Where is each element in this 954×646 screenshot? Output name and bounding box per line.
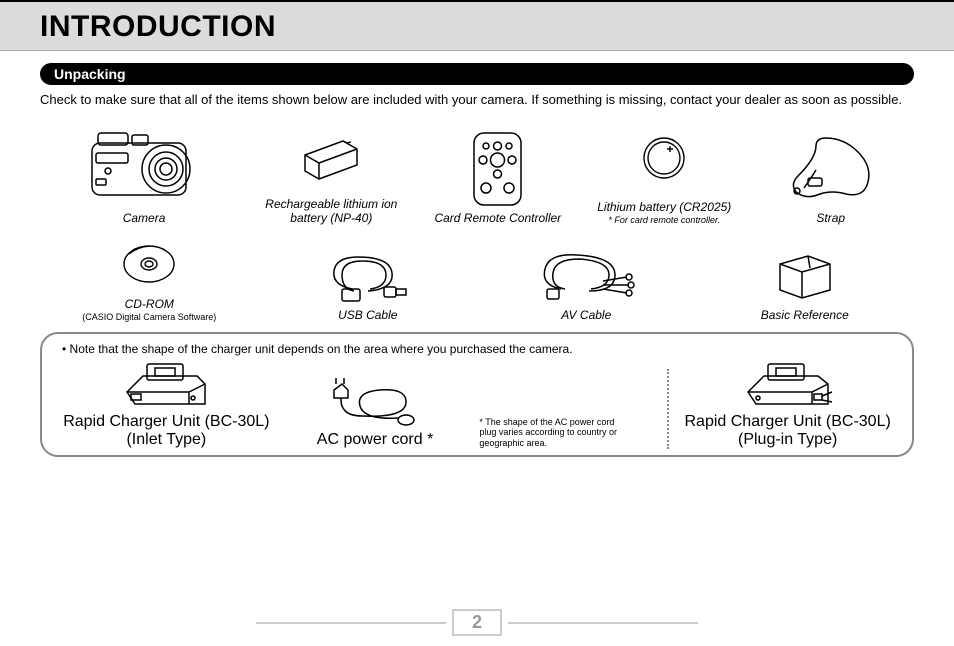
- ac-cord-footnote: * The shape of the AC power cord plug va…: [479, 417, 619, 449]
- usb-label: USB Cable: [338, 308, 397, 322]
- coincell-icon: [639, 118, 689, 198]
- charger-note-text: • Note that the shape of the charger uni…: [62, 342, 892, 356]
- battery-label: Rechargeable lithium ion battery (NP-40): [265, 197, 397, 226]
- ac-cord-label: AC power cord *: [317, 431, 434, 449]
- coincell-label: Lithium battery (CR2025): [597, 200, 731, 214]
- item-cdrom: CD-ROM (CASIO Digital Camera Software): [40, 233, 259, 322]
- remote-label: Card Remote Controller: [434, 211, 561, 225]
- av-icon: [531, 244, 641, 306]
- strap-label: Strap: [816, 211, 845, 225]
- content: Unpacking Check to make sure that all of…: [0, 51, 954, 457]
- camera-label: Camera: [123, 211, 166, 225]
- basicref-icon: [770, 244, 840, 306]
- strap-icon: [786, 129, 876, 209]
- header-band: INTRODUCTION: [0, 0, 954, 51]
- charger-plugin-label: Rapid Charger Unit (BC-30L) (Plug-in Typ…: [685, 413, 891, 449]
- item-coincell: Lithium battery (CR2025) * For card remo…: [581, 118, 747, 225]
- page-rule-left: [256, 622, 446, 624]
- section-heading: Unpacking: [40, 63, 914, 85]
- cdrom-icon: [119, 233, 179, 295]
- page-number-wrap: 2: [256, 609, 698, 636]
- item-basicref: Basic Reference: [696, 244, 915, 322]
- charger-inlet: Rapid Charger Unit (BC-30L) (Inlet Type): [62, 358, 271, 449]
- usb-icon: [318, 244, 418, 306]
- item-av: AV Cable: [477, 244, 696, 322]
- charger-plugin-icon: [738, 358, 838, 413]
- cdrom-label: CD-ROM: [125, 297, 174, 311]
- page-number: 2: [452, 609, 502, 636]
- item-strap: Strap: [748, 129, 914, 225]
- ac-cord-icon: [320, 376, 430, 431]
- battery-icon: [291, 115, 371, 195]
- item-battery: Rechargeable lithium ion battery (NP-40): [248, 115, 414, 226]
- note-divider: [667, 369, 669, 449]
- ac-cord: AC power cord *: [271, 376, 480, 449]
- item-usb: USB Cable: [259, 244, 478, 322]
- charger-inlet-label: Rapid Charger Unit (BC-30L) (Inlet Type): [63, 413, 269, 449]
- items-row-2: CD-ROM (CASIO Digital Camera Software) U…: [40, 233, 914, 322]
- coincell-note: * For card remote controller.: [608, 215, 720, 226]
- basicref-label: Basic Reference: [761, 308, 849, 322]
- page-rule-right: [508, 622, 698, 624]
- items-row-1: Camera Rechargeable lithium ion battery …: [40, 115, 914, 226]
- intro-text: Check to make sure that all of the items…: [40, 91, 914, 109]
- charger-note-row: Rapid Charger Unit (BC-30L) (Inlet Type)…: [62, 358, 892, 449]
- ac-cord-footnote-cell: * The shape of the AC power cord plug va…: [479, 417, 653, 449]
- page-title: INTRODUCTION: [40, 10, 954, 44]
- charger-note-box: • Note that the shape of the charger uni…: [40, 332, 914, 457]
- charger-plugin: Rapid Charger Unit (BC-30L) (Plug-in Typ…: [683, 358, 892, 449]
- item-camera: Camera: [40, 129, 248, 225]
- remote-icon: [470, 129, 525, 209]
- cdrom-sub: (CASIO Digital Camera Software): [82, 312, 216, 322]
- camera-icon: [84, 129, 204, 209]
- charger-inlet-icon: [121, 358, 211, 413]
- av-label: AV Cable: [561, 308, 611, 322]
- item-remote: Card Remote Controller: [415, 129, 581, 225]
